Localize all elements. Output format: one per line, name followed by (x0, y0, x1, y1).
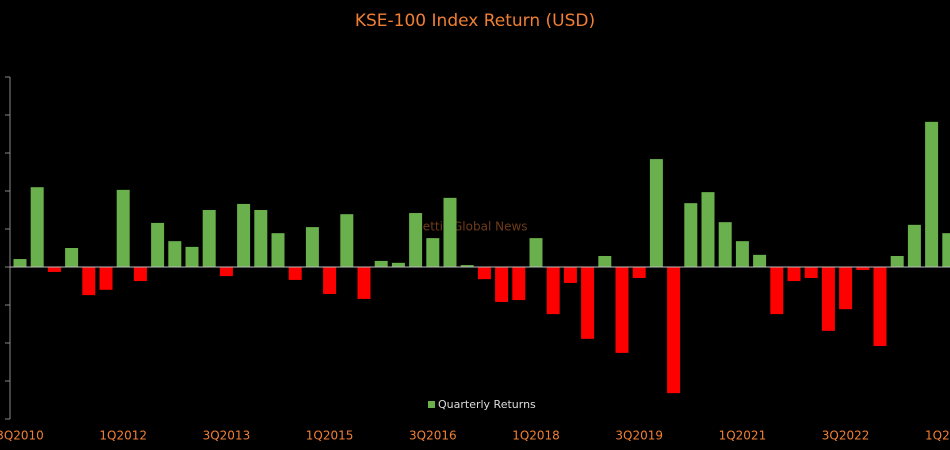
bar (82, 267, 96, 296)
bar (460, 265, 474, 267)
bar (925, 121, 939, 267)
bar (804, 267, 818, 279)
bar (942, 233, 950, 267)
bar (718, 222, 732, 267)
bar (873, 267, 887, 347)
legend-label: Quarterly Returns (438, 398, 536, 411)
bar (357, 267, 371, 299)
bar (735, 241, 749, 267)
bar (477, 267, 491, 280)
bar (323, 267, 337, 294)
chart-title: KSE-100 Index Return (USD) (355, 11, 595, 31)
bar (374, 260, 388, 267)
x-tick-label: 1Q2018 (512, 429, 560, 443)
bar (890, 255, 904, 267)
bar (856, 267, 870, 271)
x-tick-label: 1Q2024 (925, 429, 950, 443)
bar (185, 246, 199, 267)
bar (219, 267, 233, 277)
x-tick-label: 3Q2016 (409, 429, 457, 443)
x-tick-label: 3Q2019 (615, 429, 663, 443)
bar (13, 259, 27, 267)
bar (839, 267, 853, 310)
bar (237, 203, 251, 267)
bar (271, 233, 285, 267)
bar (581, 267, 595, 339)
bar (99, 267, 113, 290)
x-tick-label: 1Q2021 (719, 429, 767, 443)
bar (667, 267, 681, 394)
bar (426, 238, 440, 267)
bar (288, 267, 302, 280)
bar (907, 224, 921, 267)
bar (443, 197, 457, 267)
bar (30, 187, 44, 267)
x-tick-label: 3Q2022 (822, 429, 870, 443)
bar (409, 213, 423, 267)
bar (202, 210, 216, 267)
bar (47, 267, 61, 272)
bar (684, 203, 698, 267)
bar (546, 267, 560, 315)
watermark: Mettis Global News (412, 220, 527, 234)
bar (821, 267, 835, 331)
bar (615, 267, 629, 353)
bar (632, 267, 646, 279)
bar (168, 241, 182, 267)
bar (598, 255, 612, 267)
bar (770, 267, 784, 315)
bar (65, 248, 79, 267)
bar (116, 189, 130, 267)
x-tick-label: 3Q2013 (203, 429, 251, 443)
x-tick-label: 1Q2012 (99, 429, 147, 443)
bar (529, 238, 543, 267)
bar (254, 210, 268, 267)
bar (391, 262, 405, 267)
bar (495, 267, 509, 302)
bar (787, 267, 801, 282)
bar (151, 222, 165, 267)
bar (340, 214, 354, 267)
bar (701, 192, 715, 267)
bar (133, 267, 147, 282)
bar (512, 267, 526, 301)
bar (563, 267, 577, 283)
x-tick-label: 1Q2015 (306, 429, 354, 443)
bar (305, 227, 319, 267)
bar (753, 254, 767, 267)
bar (649, 159, 663, 267)
legend-swatch (428, 401, 435, 408)
x-tick-label: 3Q2010 (0, 429, 44, 443)
